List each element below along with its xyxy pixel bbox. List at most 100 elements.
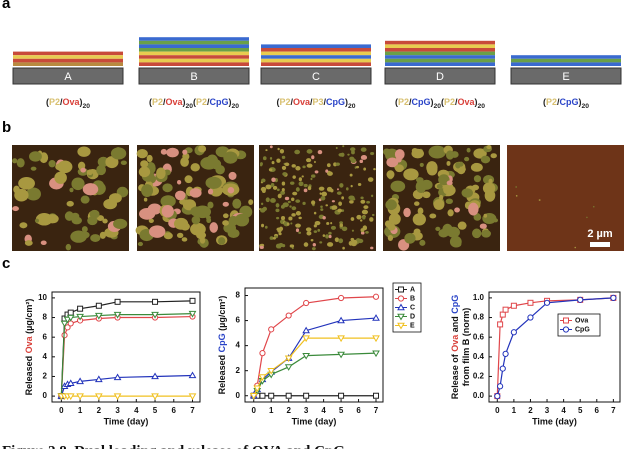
micrograph-feature: [395, 156, 402, 163]
micrograph-feature: [403, 168, 419, 181]
micrograph-feature: [306, 163, 313, 168]
micrograph-feature: [146, 154, 153, 163]
legend-marker: [562, 326, 570, 333]
y-axis-label: Released CpG (µg/cm²): [217, 296, 227, 395]
x-axis-label: Time (day): [532, 416, 577, 426]
micrograph-feature: [223, 151, 238, 164]
data-point: [258, 374, 267, 381]
micrograph-feature: [279, 226, 284, 231]
x-tick-label: 4: [561, 406, 566, 415]
substrate: [138, 67, 250, 85]
micrograph-feature: [71, 177, 85, 191]
micrograph-feature: [331, 200, 335, 203]
micrograph-feature: [270, 198, 276, 203]
micrograph-bg: [507, 145, 624, 251]
micrograph-feature: [291, 206, 297, 211]
data-point: [302, 352, 311, 360]
film-layer: [13, 62, 123, 66]
micrograph-feature: [281, 243, 286, 248]
micrograph-feature: [371, 213, 375, 217]
micrograph-feature: [365, 230, 369, 234]
micrograph-feature: [262, 156, 267, 161]
series-line: [253, 337, 377, 396]
micrograph-feature: [433, 199, 445, 210]
micrograph-feature: [190, 163, 200, 172]
film-layer: [385, 40, 495, 45]
micrograph-feature: [269, 156, 273, 160]
micrograph-feature: [86, 169, 94, 176]
text-segment: /: [60, 97, 63, 107]
micrograph-feature: [281, 155, 286, 159]
micrograph-feature: [96, 164, 106, 176]
micrograph-feature: [306, 231, 312, 236]
micrograph-feature: [357, 183, 362, 187]
micrograph-feature: [482, 182, 496, 195]
micrograph-feature: [289, 205, 292, 208]
micrograph-feature: [360, 155, 368, 160]
micrograph-feature: [232, 198, 242, 209]
data-point: [113, 373, 122, 381]
micrograph-feature: [426, 164, 438, 176]
micrograph-feature: [349, 200, 354, 204]
micrograph-feature: [291, 164, 296, 168]
text-segment: ): [579, 97, 582, 107]
micrograph-feature: [143, 197, 148, 202]
micrograph-feature: [452, 240, 462, 248]
micrograph: [12, 145, 129, 251]
micrograph-feature: [141, 184, 154, 197]
micrograph-feature: [215, 165, 225, 175]
text-segment: ): [80, 97, 83, 107]
micrograph-feature: [367, 177, 374, 182]
micrograph-feature: [305, 227, 312, 232]
micrograph-feature: [490, 153, 497, 159]
micrograph-feature: [276, 216, 280, 220]
micrograph-feature: [447, 209, 454, 217]
series-line: [253, 296, 377, 396]
micrograph-feature: [29, 151, 42, 162]
substrate: [510, 67, 622, 85]
data-point: [337, 335, 345, 343]
micrograph-feature: [280, 190, 286, 195]
y-tick-label: 6: [236, 316, 241, 325]
y-axis-label: from film B (norm): [461, 308, 471, 387]
micrograph-feature: [341, 226, 348, 232]
micrograph-feature: [294, 149, 301, 155]
micrograph-feature: [461, 188, 473, 198]
micrograph-feature: [468, 202, 479, 216]
text-segment: Release of: [450, 352, 460, 400]
micrograph-feature: [303, 188, 308, 193]
micrograph-feature: [298, 231, 302, 234]
micrograph-feature: [313, 230, 318, 234]
micrograph-feature: [360, 199, 366, 204]
micrograph-feature: [349, 173, 353, 177]
micrograph-feature: [89, 209, 100, 219]
text-segment: (: [276, 97, 279, 107]
micrograph-feature: [359, 219, 363, 222]
micrograph-feature: [18, 177, 35, 190]
micrograph-feature: [14, 188, 29, 202]
micrograph-feature: [295, 166, 301, 171]
x-tick-label: 6: [595, 406, 600, 415]
micrograph-feature: [310, 239, 314, 242]
micrograph-feature: [311, 174, 316, 178]
scale-bar: [590, 242, 610, 247]
x-tick-label: 4: [321, 406, 326, 415]
micrograph-feature: [295, 187, 300, 192]
micrograph-feature: [339, 183, 344, 188]
substrate: [384, 67, 496, 85]
text-segment: ): [182, 97, 185, 107]
data-point: [372, 314, 380, 321]
y-axis-label: Released Ova (µg/cm²): [24, 299, 34, 396]
data-point: [497, 383, 504, 390]
micrograph-feature: [411, 147, 418, 154]
micrograph-feature: [80, 195, 90, 204]
data-point: [253, 385, 262, 393]
micrograph-feature: [438, 194, 444, 201]
data-point: [67, 320, 74, 327]
micrograph-feature: [328, 234, 332, 239]
film-layer: [139, 62, 249, 66]
micrograph-feature: [436, 184, 443, 189]
data-point: [543, 299, 551, 306]
data-point: [151, 393, 159, 401]
micrograph-feature: [275, 203, 280, 208]
